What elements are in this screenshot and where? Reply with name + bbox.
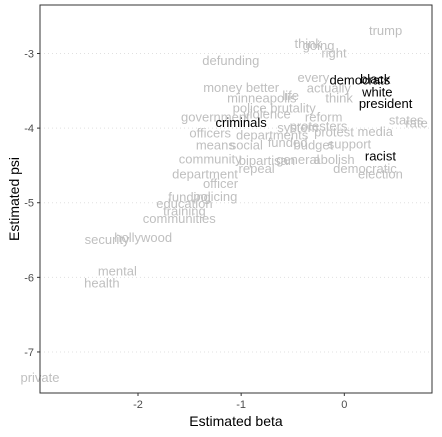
word-label: departments	[236, 128, 309, 143]
y-tick-label: -5	[24, 198, 34, 210]
word-label: minneapolis	[227, 90, 297, 105]
gridlines	[40, 53, 432, 353]
word-label: community	[179, 151, 242, 166]
word-label: government	[181, 110, 250, 125]
word-label: system	[277, 120, 318, 135]
x-axis-title: Estimated beta	[189, 413, 283, 429]
word-label: means	[196, 137, 236, 152]
word-label: support	[328, 137, 372, 152]
word-label: think	[325, 90, 353, 105]
word-label: department	[172, 166, 238, 181]
y-tick-label: -3	[24, 49, 34, 61]
word-label: reform	[305, 110, 343, 125]
word-label: abolish	[313, 152, 354, 167]
word-label: every	[297, 70, 329, 85]
highlighted-word-label: criminals	[216, 115, 268, 130]
word-label: violence	[243, 107, 291, 122]
y-axis-title: Estimated psi	[6, 157, 22, 241]
highlighted-word-label: black	[360, 72, 391, 87]
word-label: protest	[314, 125, 354, 140]
word-label: right	[321, 46, 347, 61]
word-label: hollywood	[114, 230, 172, 245]
word-label: think	[294, 36, 322, 51]
highlighted-word-label: democrats	[329, 72, 390, 87]
highlighted-word-label: white	[361, 84, 392, 99]
word-label: repeal	[239, 161, 275, 176]
x-tick-label: 0	[341, 399, 347, 411]
word-labels: trumpthinkgoingrightdefundingeveryactual…	[20, 23, 427, 385]
word-label: security	[85, 232, 130, 247]
y-tick-label: -7	[24, 347, 34, 359]
axis-ticks: -3 -4 -5 -6 -7 -2 -1 0	[24, 49, 347, 412]
word-label: election	[358, 166, 403, 181]
word-label: officer	[203, 176, 239, 191]
word-label: defunding	[202, 53, 259, 68]
word-label: communities	[143, 211, 216, 226]
y-tick-label: -4	[24, 123, 34, 135]
word-label: training	[163, 204, 206, 219]
x-tick-label: -2	[133, 399, 143, 411]
word-label: actually	[307, 81, 352, 96]
highlighted-word-label: racist	[365, 148, 396, 163]
highlighted-word-label: president	[359, 96, 413, 111]
word-label: education	[156, 196, 212, 211]
word-label: budget	[293, 137, 333, 152]
word-label: police brutality	[233, 101, 317, 116]
word-label: mental	[98, 263, 137, 278]
word-label: policing	[193, 189, 237, 204]
word-label: states	[389, 113, 424, 128]
word-label: protesters	[290, 119, 348, 134]
word-label: bipartisan	[239, 153, 295, 168]
x-tick-label: -1	[236, 399, 246, 411]
word-label: media	[358, 124, 394, 139]
word-label: life	[282, 88, 299, 103]
word-label: democratic	[333, 161, 397, 176]
word-label: social	[230, 137, 263, 152]
word-label: trump	[369, 23, 402, 38]
word-label: funding	[168, 190, 211, 205]
word-label: general	[276, 152, 319, 167]
word-label: money better	[203, 80, 280, 95]
word-label: rate	[405, 116, 427, 131]
y-tick-label: -6	[24, 272, 34, 284]
word-label: funded	[268, 135, 308, 150]
plot-panel-border	[39, 4, 433, 394]
word-label: health	[84, 275, 119, 290]
word-label: officers	[189, 125, 231, 140]
word-label: going	[303, 38, 335, 53]
